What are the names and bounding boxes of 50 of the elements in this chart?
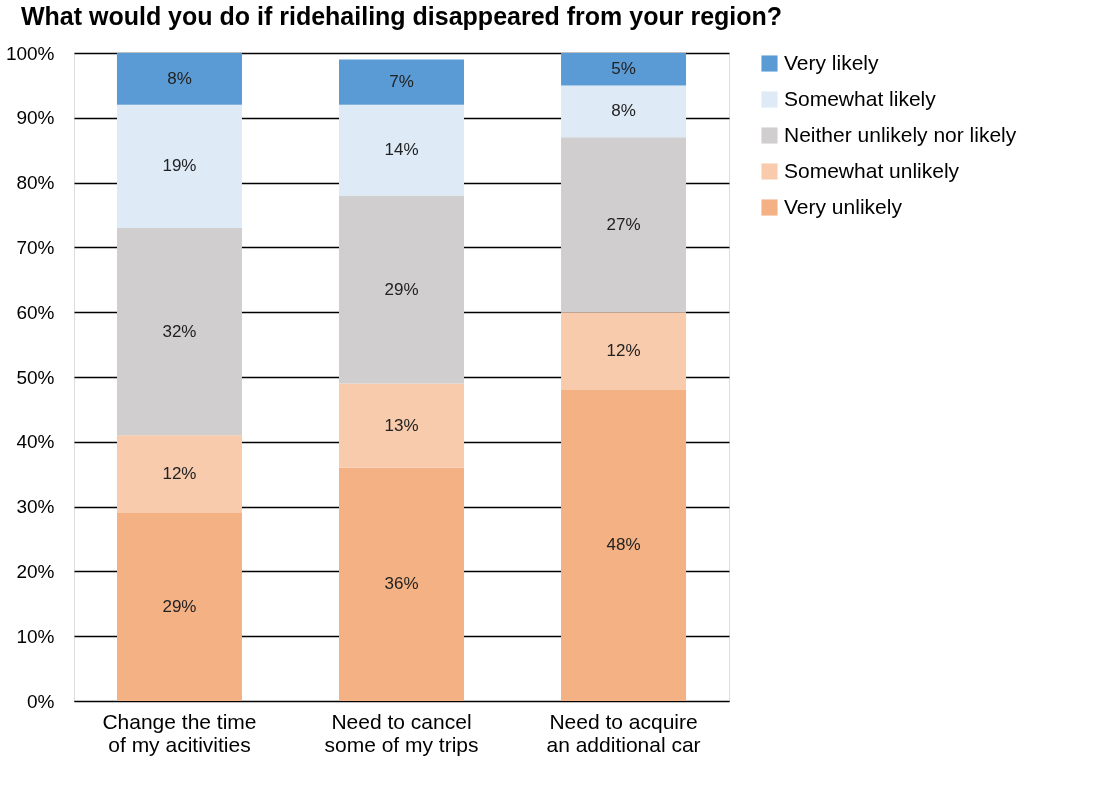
- bar: [116, 435, 242, 514]
- bar: [339, 195, 464, 384]
- y-tick-label: 40%: [16, 431, 55, 453]
- data-label: 36%: [384, 574, 419, 594]
- y-tick-label: 10%: [16, 625, 55, 647]
- legend-label: Neither unlikely nor likely: [784, 122, 1017, 146]
- bar: [561, 389, 687, 701]
- bar: [116, 104, 242, 228]
- bar: [116, 513, 242, 701]
- x-tick-label: Need to cancel some of my trips: [324, 709, 479, 756]
- bar: [339, 383, 464, 468]
- data-label: 27%: [606, 214, 641, 234]
- data-label: 14%: [384, 140, 419, 160]
- data-label: 19%: [162, 156, 197, 176]
- data-label: 12%: [606, 341, 641, 361]
- legend-label: Very likely: [784, 50, 880, 74]
- bar: [561, 137, 687, 313]
- data-label: 32%: [162, 321, 197, 341]
- data-label: 12%: [162, 464, 197, 484]
- y-tick-label: 100%: [5, 42, 55, 64]
- data-label: 48%: [606, 535, 641, 555]
- bar: [561, 53, 687, 86]
- legend-label: Somewhat likely: [784, 86, 937, 110]
- data-label: 8%: [611, 101, 636, 121]
- data-label: 8%: [167, 68, 192, 88]
- data-label: 13%: [384, 415, 419, 435]
- y-tick-label: 70%: [16, 236, 55, 258]
- bar: [116, 53, 242, 105]
- y-tick-label: 60%: [16, 301, 55, 323]
- y-tick-label: 90%: [16, 107, 55, 129]
- chart-title: What would you do if ridehailing disappeared from your region?: [20, 2, 783, 30]
- bar: [116, 227, 242, 436]
- y-tick-label: 80%: [16, 172, 55, 194]
- bar: [339, 59, 464, 105]
- legend-label: Somewhat unlikely: [784, 158, 960, 182]
- bar: [561, 312, 687, 390]
- data-label: 29%: [162, 597, 197, 617]
- data-label: 7%: [389, 72, 414, 92]
- x-tick-label: Need to acquire an additional car: [546, 709, 701, 756]
- data-label: 29%: [384, 279, 419, 299]
- y-tick-label: 30%: [16, 496, 55, 518]
- x-tick-label: Change the time of my acitivities: [102, 709, 257, 756]
- bar: [339, 104, 464, 196]
- data-label: 5%: [611, 59, 636, 79]
- bar: [339, 467, 464, 701]
- y-tick-label: 20%: [16, 560, 55, 582]
- bar: [561, 85, 687, 138]
- legend-label: Very unlikely: [784, 194, 903, 218]
- y-tick-label: 50%: [16, 366, 55, 388]
- y-tick-label: 0%: [27, 690, 55, 712]
